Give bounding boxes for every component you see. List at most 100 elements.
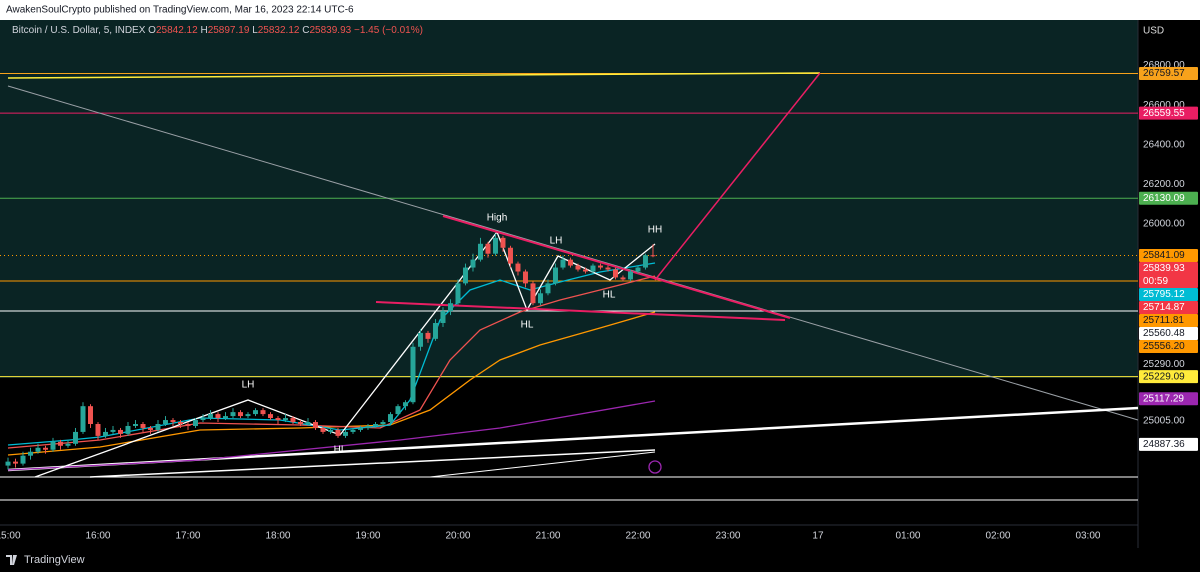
annotation: HL [521,320,534,331]
trendline [7,85,1139,421]
candle-body [612,269,618,278]
candle-body [177,422,183,424]
candle-body [320,427,326,432]
level-line [0,476,1138,501]
trendline [7,72,821,79]
price-tag [1139,106,1198,120]
price-tag-label: 25714.87 [1143,302,1185,313]
candle-body [275,418,281,421]
price-tag [1139,300,1198,314]
x-tick-label: 02:00 [985,531,1010,542]
candle-body [20,455,26,464]
ma-line [7,400,656,471]
countdown: 00:59 [1143,276,1168,287]
price-tag-label: 25560.48 [1143,328,1185,339]
candle-body [395,406,401,415]
legend-symbol: Bitcoin / U.S. Dollar, 5, INDEX [12,25,146,36]
legend: Bitcoin / U.S. Dollar, 5, INDEX O25842.1… [12,25,423,36]
candle-body [147,427,153,430]
projection [654,72,821,281]
y-tick-label: 25005.00 [1143,416,1185,427]
candle-body [545,283,551,294]
candle-body [5,461,11,466]
candle-body [132,424,138,426]
price-tag-label: 25841.09 [1143,250,1185,261]
candle-body [425,332,431,339]
candle-body [170,420,176,423]
alert-icon[interactable] [648,460,662,474]
y-tick-label: 26000.00 [1143,219,1185,230]
candle-body [95,424,101,436]
candle-body [207,414,213,419]
annotations: High LH HH HL HL LH HL [242,213,663,456]
candle-body [12,461,18,464]
candle-body [252,410,258,415]
candle-body [605,267,611,270]
candle-body [477,243,483,260]
annotation: HH [648,225,662,236]
candle-body [350,429,356,432]
legend-change: −1.45 (−0.01%) [354,25,423,36]
price-tag-label: 25795.12 [1143,289,1185,300]
candle-body [35,447,41,452]
trendline [89,449,656,478]
candle-body [200,418,206,421]
legend-value: 25897.19 [208,25,250,36]
candle-body [597,265,603,268]
candle-body [380,422,386,424]
price-tag-label: 25839.93 [1143,263,1185,274]
candle-body [305,422,311,424]
price-tag [1139,392,1198,406]
candle-body [155,424,161,430]
candle-body [260,410,266,415]
candle-body [290,418,296,423]
legend-key: L [252,25,258,36]
candle-body [485,243,491,254]
price-tag-label: 26759.57 [1143,68,1185,79]
candle-body [440,311,446,323]
x-tick-label: 22:00 [625,531,650,542]
candle-body [515,263,521,272]
candle-body [567,259,573,266]
candle-body [237,412,243,417]
price-tag-label: 25556.20 [1143,341,1185,352]
candle-body [492,237,498,254]
trendline [429,451,656,478]
ma-line [7,275,656,449]
price-tag [1139,287,1198,301]
y-tick-label: 26200.00 [1143,179,1185,190]
price-tag [1139,191,1198,205]
footer [0,548,1200,572]
price-tag [1139,326,1198,340]
candle-body [110,429,116,432]
candle-body [312,422,318,428]
price-tag-label: 25117.29 [1143,393,1184,404]
x-tick-label: 16:00 [85,531,110,542]
currency: USD [1143,26,1164,37]
price-tag-label: 24887.36 [1143,439,1185,450]
legend-key: H [200,25,207,36]
annotation: LH [550,236,563,247]
candle-body [335,429,341,436]
candle-body [215,414,221,419]
candle-body [530,283,536,304]
candle-body [162,420,168,424]
candle-body [50,441,56,450]
drawings [0,72,1139,501]
candle-body [432,323,438,339]
candle-body [365,425,371,428]
candle-body [80,406,86,432]
candle-body [327,429,333,432]
price-tag-label: 25711.81 [1143,315,1184,326]
publisher: AwakenSoulCrypto published on TradingVie… [6,5,354,16]
x-tick-label: 17 [812,531,824,542]
legend-value: 25832.12 [258,25,300,36]
x-tick-label: 19:00 [355,531,380,542]
ma-line [7,311,656,456]
y-tick-label: 25290.00 [1143,359,1185,370]
brand-logo [6,555,17,565]
candle-body [387,414,393,423]
candle-body [27,451,33,456]
candle-body [620,277,626,280]
